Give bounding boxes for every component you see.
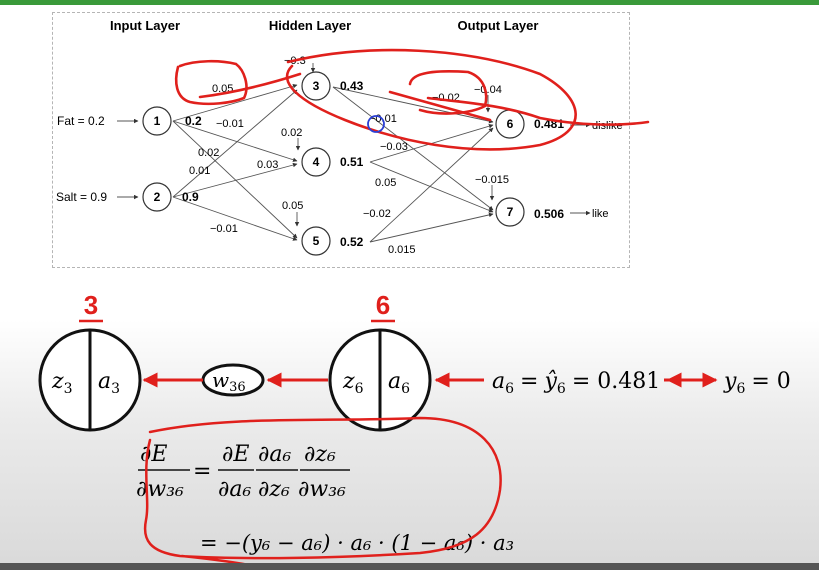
formula-f3-den: ∂w₃₆ xyxy=(298,477,346,502)
z3-label: z3 xyxy=(51,369,73,397)
weight-56: −0.02 xyxy=(363,208,391,220)
weight-25: −0.01 xyxy=(210,223,238,235)
a6-label: a6 xyxy=(388,369,410,397)
node-5-value: 0.52 xyxy=(340,235,364,249)
input-fat-label: Fat = 0.2 xyxy=(57,114,105,128)
w36-label: w36 xyxy=(212,368,246,395)
bias-7: −0.015 xyxy=(475,174,509,186)
node-6-id: 6 xyxy=(507,117,514,131)
node-1 xyxy=(142,106,172,136)
svg-text:y6= 0: y6 = 0 xyxy=(723,369,791,397)
node-3-value: 0.43 xyxy=(340,79,364,93)
formula-f3-num: ∂z₆ xyxy=(304,442,336,467)
input-hidden-edges xyxy=(172,83,298,241)
output-layer-title: Output Layer xyxy=(458,18,539,33)
node3-number: 3 xyxy=(84,290,98,320)
blue-highlight-circle xyxy=(367,115,385,133)
weight-15: 0.02 xyxy=(198,147,219,159)
weight-46: −0.03 xyxy=(380,141,408,153)
node6-number: 6 xyxy=(376,290,390,320)
formula-f1-den: ∂a₆ xyxy=(218,477,251,502)
node-1-id: 1 xyxy=(154,114,161,128)
red-annotation-strokes xyxy=(174,48,650,151)
a3-label: a3 xyxy=(98,369,120,397)
gradient-formula: ∂E ∂w₃₆ = ∂E ∂a₆ ∂a₆ ∂z₆ ∂z₆ ∂w₃₆ xyxy=(136,442,350,502)
node-7 xyxy=(495,197,525,227)
weight-14: −0.01 xyxy=(216,118,244,130)
weight-47: 0.05 xyxy=(375,177,396,189)
node-2-value: 0.9 xyxy=(182,190,199,204)
output-dislike-label: dislike xyxy=(592,120,623,132)
weight-24: 0.03 xyxy=(257,159,278,171)
node-1-value: 0.2 xyxy=(185,114,202,128)
node-2-id: 2 xyxy=(154,190,161,204)
network-diagram-panel xyxy=(52,12,630,268)
node-4-id: 4 xyxy=(313,155,320,169)
formula-lhs-num: ∂E xyxy=(140,442,167,467)
formula-eq: = xyxy=(193,459,211,484)
bottom-bar xyxy=(0,563,819,570)
neuron-3-circle xyxy=(38,328,142,432)
node-7-value: 0.506 xyxy=(534,207,564,221)
target-equation: y6 = 0 xyxy=(723,369,791,397)
bias-5: 0.05 xyxy=(282,200,303,212)
node-7-id: 7 xyxy=(507,205,514,219)
formula-f2-den: ∂z₆ xyxy=(258,477,290,502)
input-layer-title: Input Layer xyxy=(110,18,180,33)
formula-lhs-den: ∂w₃₆ xyxy=(136,477,184,502)
formula-f1-num: ∂E xyxy=(222,442,249,467)
node-2 xyxy=(142,182,172,212)
z6-label: z6 xyxy=(342,369,364,397)
hidden-layer-title: Hidden Layer xyxy=(269,18,351,33)
bias-6: −0.04 xyxy=(474,84,502,96)
output-like-label: like xyxy=(592,208,609,220)
bias-4: 0.02 xyxy=(281,127,302,139)
neuron-6-circle xyxy=(328,328,432,432)
node-5 xyxy=(301,226,331,256)
input-salt-label: Salt = 0.9 xyxy=(56,190,107,204)
node-3 xyxy=(301,71,331,101)
output-equation: a6 = ŷ6 = 0.481 xyxy=(492,369,660,397)
node-4 xyxy=(301,147,331,177)
weight-57: 0.015 xyxy=(388,244,416,256)
node-5-id: 5 xyxy=(313,234,320,248)
node-4-value: 0.51 xyxy=(340,155,364,169)
svg-text:a6=ŷ6= 0.481: a6 = ŷ6 = 0.481 xyxy=(492,369,660,397)
formula-f2-num: ∂a₆ xyxy=(258,442,291,467)
node-3-id: 3 xyxy=(313,79,320,93)
weight-23: 0.01 xyxy=(189,165,210,177)
top-green-bar xyxy=(0,0,819,5)
formula-line-2: = −(y₆ − a₆) · a₆ · (1 − a₆) · a₃ xyxy=(200,531,514,555)
